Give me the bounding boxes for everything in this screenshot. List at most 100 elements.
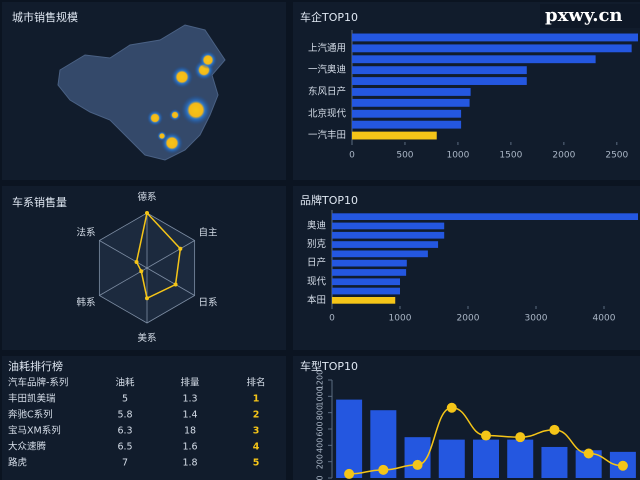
line-point [378,464,389,475]
bubble [147,110,163,126]
table-cell: 3 [253,426,260,437]
x-tick-label: 0 [329,314,335,324]
y-tick-label: 200 [316,454,325,469]
y-tick-label: 别克 [307,239,327,250]
watermark: pxwy.cn [545,5,623,26]
radar-point [134,259,139,264]
table-cell: 宝马XM系列 [8,425,61,437]
bubble [171,66,193,88]
table-cell: 大众速腾 [8,441,47,453]
bar [352,44,632,53]
radar-axis [146,267,195,296]
y-tick-label: 东风日产 [308,85,346,97]
bar [507,439,534,478]
table-cell: 丰田凯美瑞 [8,393,56,405]
map-bubbles [147,51,217,154]
table-cell: 1.8 [182,458,197,469]
y-tick-label: 1200 [316,370,325,390]
table-cell: 5 [253,458,260,469]
radar-point [145,211,149,215]
table-cell: 5 [122,394,128,405]
bar [352,55,596,64]
x-tick-label: 0 [349,151,355,161]
x-tick-label: 1500 [499,151,522,161]
y-tick-label: 上汽通用 [308,42,346,54]
y-tick-label: 北京现代 [308,107,347,119]
table-cell: 路虎 [8,457,27,469]
table-cell: 1.4 [182,410,197,421]
radar-axis [99,267,148,296]
line-point [515,432,526,443]
radar-axis [146,240,195,269]
bubble [199,51,217,69]
table-cell: 1 [253,394,260,405]
bubble [169,109,181,121]
y-tick-label: 奥迪 [307,219,327,231]
x-tick-label: 3000 [525,314,548,324]
line-point [617,460,628,471]
bar [336,399,363,478]
x-tick-label: 1000 [389,314,412,324]
bar [332,278,400,286]
table-cell: 7 [122,458,128,469]
y-tick-label: 400 [316,438,325,453]
x-tick-label: 2000 [552,151,575,161]
table-cell: 1.6 [182,442,197,453]
bar [332,222,445,230]
bar [352,131,437,140]
table-header: 排量 [180,377,200,389]
bar [352,120,462,129]
line-point [344,468,355,479]
bar [352,88,471,96]
radar-label: 自主 [198,226,217,238]
bar [332,241,439,248]
bar [352,66,527,75]
y-tick-label: 一汽奥迪 [308,64,347,76]
table-cell: 6.3 [117,426,132,437]
line-point [446,402,457,413]
radar-label: 韩系 [77,297,96,309]
line-point [549,424,560,435]
bar [332,250,428,258]
x-tick-label: 1000 [446,151,469,161]
bar [352,33,638,42]
bar [332,213,638,220]
radar-axis [99,240,148,269]
table-cell: 5.8 [117,410,132,421]
chart-title: 车系销售量 [12,195,67,209]
table-header: 汽车品牌-系列 [8,377,68,389]
line-point [412,459,423,470]
bar [352,109,462,118]
bar [352,98,470,107]
panel [293,186,640,350]
radar-label: 美系 [137,332,156,344]
y-tick-label: 600 [316,421,325,436]
y-tick-label: 本田 [307,294,326,306]
table-cell: 2 [253,410,260,421]
bar [332,269,407,276]
bubble [181,95,211,125]
line-point [481,430,491,441]
x-tick-label: 4000 [593,314,616,324]
watermark-bg [540,4,640,28]
table-header: 油耗 [115,377,135,389]
radar-label: 日系 [198,298,217,309]
line-point [583,448,594,459]
chart-title: 车企TOP10 [300,10,358,24]
chart-title: 品牌TOP10 [300,193,358,207]
y-tick-label: 1000 [316,386,325,406]
y-tick-label: 0 [316,475,325,480]
bar [332,287,400,295]
radar-label: 德系 [137,191,156,203]
radar-point [145,296,149,301]
map-title: 城市销售规模 [12,10,78,24]
y-tick-label: 800 [316,405,325,420]
table-cell: 18 [184,426,196,437]
table-cell: 奔驰C系列 [8,409,53,421]
bar [332,297,396,304]
bar [438,439,465,478]
table-cell: 1.3 [182,394,197,405]
radar-point [178,246,183,251]
map-shape [57,24,226,161]
